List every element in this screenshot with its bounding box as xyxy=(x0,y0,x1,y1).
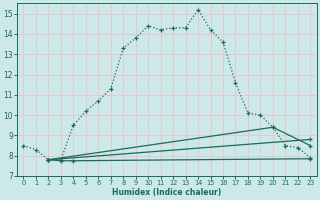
X-axis label: Humidex (Indice chaleur): Humidex (Indice chaleur) xyxy=(112,188,221,197)
